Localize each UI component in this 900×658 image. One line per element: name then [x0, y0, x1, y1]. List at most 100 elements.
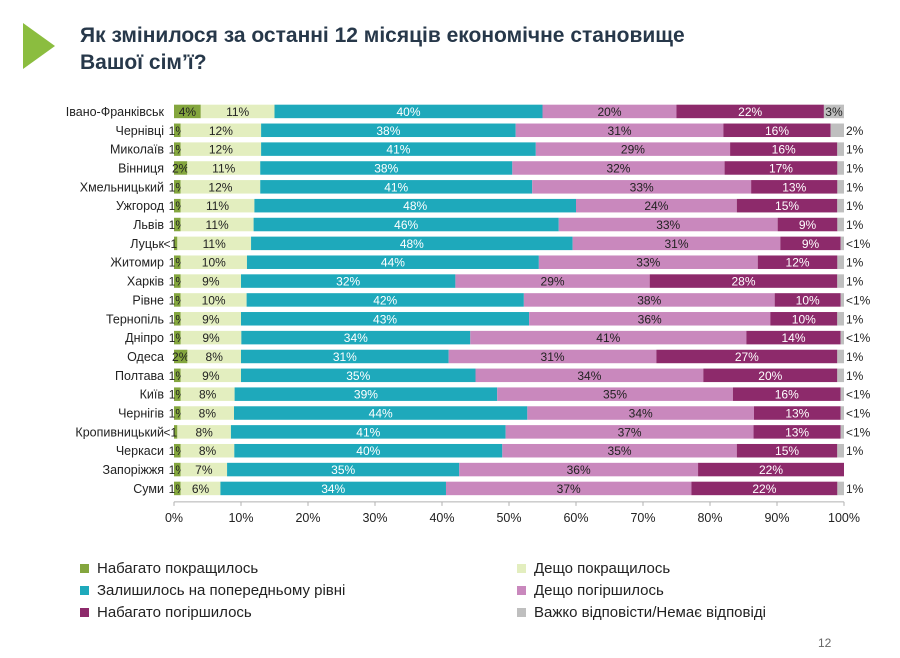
bar-segment [505, 425, 754, 439]
bar-segment [840, 236, 844, 251]
bar-segment [475, 368, 704, 383]
bar-segment [174, 387, 181, 401]
legend-label: Набагато покращилось [97, 560, 259, 577]
stacked-bar-chart: Івано-Франківськ 4% 11% 40% 20% 22% 3% Чернівці… [66, 104, 871, 525]
bar-segment [180, 142, 262, 156]
data-label: 24% [644, 199, 668, 213]
bar-segment [234, 387, 498, 401]
data-label: 3% [825, 105, 843, 119]
data-label: 9% [202, 312, 220, 326]
data-label: 7% [195, 463, 213, 477]
legend-item: Дещо покращилось [517, 560, 670, 577]
category-label: Київ [140, 388, 165, 402]
bar-segment [736, 198, 838, 213]
bar-segment [234, 443, 503, 458]
data-label: 15% [775, 444, 799, 458]
bar-segment [274, 104, 543, 119]
data-label: 12% [209, 124, 233, 138]
bar-segment [777, 217, 838, 232]
data-label: 4% [179, 105, 197, 119]
data-label: 2% [846, 124, 864, 138]
bar-segment [840, 387, 844, 401]
data-label: 44% [369, 407, 393, 421]
data-label: 8% [199, 444, 217, 458]
x-tick-label: 10% [228, 511, 253, 525]
data-label: 38% [374, 161, 398, 175]
bar-segment [837, 349, 844, 364]
data-label: 29% [621, 143, 645, 157]
data-label: 9% [202, 369, 220, 383]
data-label: 10% [202, 256, 226, 270]
category-label: Харків [127, 275, 164, 289]
bar-segment [174, 274, 181, 288]
bar-segment [174, 123, 181, 138]
data-label: 48% [400, 237, 424, 251]
bar-segment [200, 104, 275, 119]
bar-segment [234, 406, 528, 420]
bar-segment [261, 142, 536, 156]
data-label: 2% [172, 161, 190, 175]
category-label: Дніпро [125, 331, 164, 345]
category-label: Запоріжжя [103, 463, 164, 477]
bar-segment [180, 330, 242, 345]
data-label: 27% [735, 350, 759, 364]
category-label: Ужгород [116, 199, 165, 213]
bar-segment [754, 406, 841, 420]
bar-segment [470, 330, 747, 345]
bar-segment [837, 481, 844, 496]
data-label: 17% [769, 161, 793, 175]
bar-segment [770, 312, 838, 326]
data-label: 35% [603, 388, 627, 402]
legend-label: Важко відповісти/Немає відповіді [534, 604, 766, 621]
legend-swatch [80, 608, 89, 617]
category-label: Тернопіль [106, 312, 164, 326]
category-label: Житомир [110, 256, 164, 270]
bar-segment [180, 198, 255, 213]
legend-label: Набагато погіршилось [97, 604, 252, 621]
bar-segment [220, 481, 446, 496]
legend-swatch [80, 564, 89, 573]
data-label: 13% [785, 407, 809, 421]
legend-swatch [517, 608, 526, 617]
bar-segment [180, 406, 234, 420]
data-label: <1% [846, 388, 871, 402]
bar-segment [254, 198, 576, 213]
data-label: 8% [206, 350, 224, 364]
bar-segment [746, 330, 841, 345]
data-label: 35% [608, 444, 632, 458]
data-label: 1% [846, 256, 864, 270]
bar-segment [455, 274, 650, 288]
legend-swatch [80, 586, 89, 595]
legend-label: Залишилось на попередньому рівні [97, 582, 346, 599]
bar-segment [523, 293, 775, 307]
category-label: Рівне [132, 293, 164, 307]
legend-item: Залишилось на попередньому рівні [80, 582, 345, 599]
data-label: 1% [846, 218, 864, 232]
data-label: 14% [781, 331, 805, 345]
data-label: 1% [846, 143, 864, 157]
data-label: 46% [394, 218, 418, 232]
bar-segment [837, 312, 844, 326]
bar-segment [174, 462, 181, 477]
data-label: 15% [775, 199, 799, 213]
legend-item: Важко відповісти/Немає відповіді [517, 604, 766, 621]
x-tick-label: 0% [165, 511, 183, 525]
bar-segment [180, 123, 262, 138]
x-tick-label: 70% [630, 511, 655, 525]
bar-segment [241, 274, 456, 288]
x-tick-label: 80% [697, 511, 722, 525]
bar-segment [837, 274, 844, 288]
data-label: 22% [752, 482, 776, 496]
data-label: 13% [785, 425, 809, 439]
data-label: 33% [630, 180, 654, 194]
category-label: Кропивницький [75, 425, 164, 439]
page-title: Як змінилося за останні 12 місяців еконо… [80, 24, 685, 74]
data-label: 32% [606, 161, 630, 175]
data-label: 36% [567, 463, 591, 477]
bar-segment [174, 368, 181, 383]
data-label: 20% [597, 105, 621, 119]
bar-segment [572, 236, 781, 251]
bar-segment [174, 104, 201, 119]
bar-segment [703, 368, 838, 383]
bar-segment [823, 104, 844, 119]
